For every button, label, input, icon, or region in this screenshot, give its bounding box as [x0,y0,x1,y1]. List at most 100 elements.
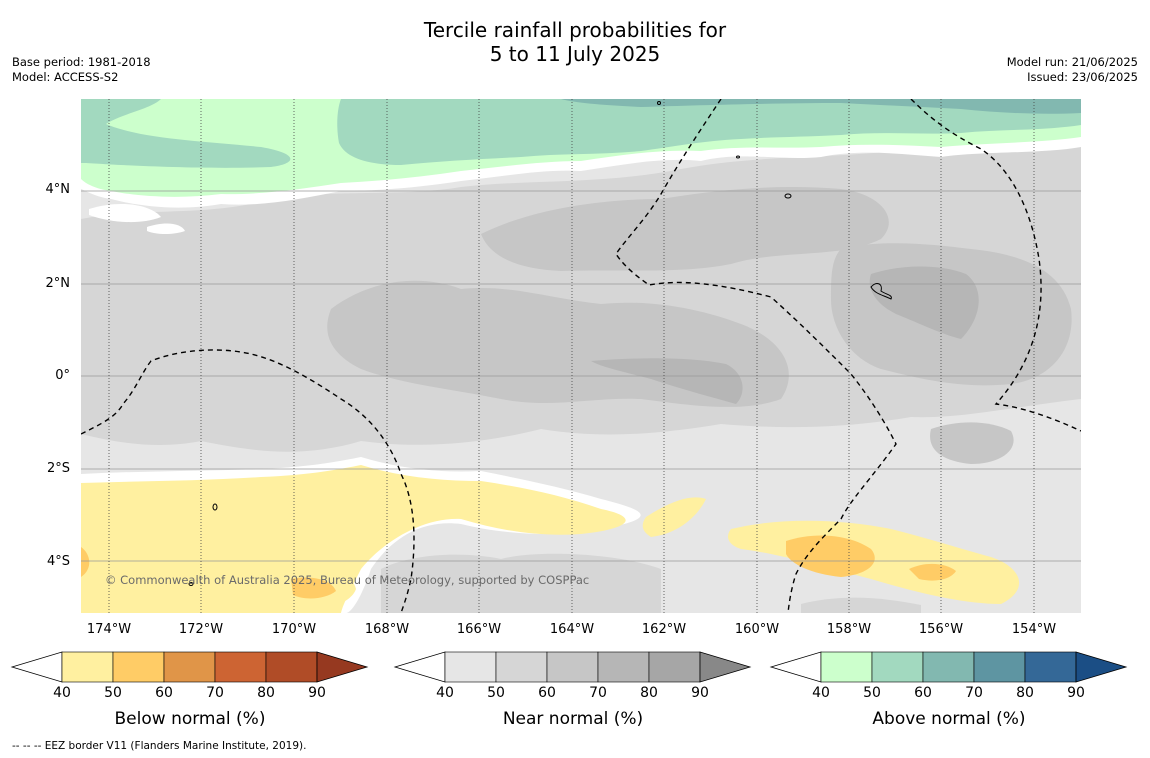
near-normal-60-region-se [930,422,1014,464]
colorbar-2-segment-5 [1024,651,1077,683]
title-line-1: Tercile rainfall probabilities for [423,18,727,42]
colorbar-title-below: Below normal (%) [114,709,266,729]
meta-right: Model run: 21/06/2025 Issued: 23/06/2025 [1007,55,1138,85]
meta-left: Base period: 1981-2018 Model: ACCESS-S2 [12,55,151,85]
copyright-notice: © Commonwealth of Australia 2025, Bureau… [105,573,590,587]
colorbar-2-segment-3 [922,651,975,683]
lon-label-154w: 154°W [1011,622,1057,637]
colorbar-title-near: Near normal (%) [502,709,644,729]
island-small-1 [784,193,792,199]
lon-label-168w: 168°W [364,622,410,637]
cb2-tick-60: 60 [914,685,932,701]
colorbar-0-segment-1 [61,651,114,683]
island-kiritimati [870,283,892,300]
cb0-tick-60: 60 [155,685,173,701]
cb2-tick-80: 80 [1016,685,1034,701]
colorbar-0-segment-4 [214,651,267,683]
colorbar-above-normal [769,651,1128,683]
colorbar-2-segment-2 [871,651,924,683]
issued-date: Issued: 23/06/2025 [1027,70,1138,84]
lat-label-4s: 4°S [46,554,70,569]
lon-label-164w: 164°W [549,622,595,637]
above-normal-60-region [561,99,1081,114]
lon-label-174w: 174°W [86,622,132,637]
chart-title: Tercile rainfall probabilities for 5 to … [0,18,1150,66]
colorbar-1-segment-3 [546,651,599,683]
cb0-tick-80: 80 [257,685,275,701]
lat-label-4n: 4°N [45,182,71,197]
islands [188,101,892,586]
below-normal-50-region-sw [291,577,336,599]
colorbar-0-low-extension [10,651,63,683]
island-small-5 [736,155,740,159]
island-small-3 [188,582,194,586]
colorbar-1-segment-5 [648,651,701,683]
near-normal-60-region-north [481,187,889,271]
latitude-gridlines [81,190,1081,562]
near-normal-50-right [801,597,921,613]
near-normal-50-lower [381,553,661,613]
cb1-tick-80: 80 [640,685,658,701]
cb1-tick-60: 60 [538,685,556,701]
lon-label-156w: 156°W [918,622,964,637]
probability-map [81,99,1081,613]
colorbars [10,651,1128,683]
lon-label-160w: 160°W [734,622,780,637]
colorbar-near-normal [393,651,752,683]
colorbar-below-normal [10,651,369,683]
colorbar-1-low-extension [393,651,446,683]
cb1-tick-70: 70 [589,685,607,701]
lon-label-158w: 158°W [826,622,872,637]
cb2-tick-70: 70 [965,685,983,701]
eez-borders [81,99,1081,613]
cb0-tick-90: 90 [308,685,326,701]
cb1-tick-50: 50 [487,685,505,701]
cb0-tick-50: 50 [104,685,122,701]
lat-label-equator: 0° [55,368,70,383]
colorbar-2-high-extension [1075,651,1128,683]
lat-label-2n: 2°N [45,276,71,291]
below-normal-50-region-edge [81,547,90,577]
cb2-tick-90: 90 [1067,685,1085,701]
colorbar-1-segment-2 [495,651,548,683]
cb2-tick-40: 40 [812,685,830,701]
cb0-tick-70: 70 [206,685,224,701]
near-normal-70-region-center [591,358,743,404]
colorbar-2-segment-1 [820,651,873,683]
near-normal-70-region-east [869,266,979,339]
base-period: Base period: 1981-2018 [12,55,151,69]
lat-label-2s: 2°S [46,461,70,476]
lon-label-166w: 166°W [456,622,502,637]
island-small-4 [657,101,661,105]
cb2-tick-50: 50 [863,685,881,701]
above-normal-50-region-2 [337,99,1081,165]
colorbar-title-above: Above normal (%) [872,709,1026,729]
model-run: Model run: 21/06/2025 [1006,55,1138,69]
lon-label-170w: 170°W [271,622,317,637]
colorbar-1-high-extension [699,651,752,683]
lon-label-162w: 162°W [641,622,687,637]
colorbar-1-segment-4 [597,651,650,683]
colorbar-2-segment-4 [973,651,1026,683]
lon-label-172w: 172°W [178,622,224,637]
above-normal-50-region [81,99,291,168]
cb0-tick-40: 40 [53,685,71,701]
below-normal-40-region [81,465,626,613]
near-normal-40-patch-nw-2 [147,223,185,234]
title-line-2: 5 to 11 July 2025 [489,42,661,66]
below-normal-40-mid [642,497,706,537]
colorbar-2-low-extension [769,651,822,683]
colorbar-0-segment-3 [163,651,216,683]
colorbar-0-high-extension [316,651,369,683]
model-name: Model: ACCESS-S2 [12,70,119,84]
colorbar-0-segment-2 [112,651,165,683]
cb1-tick-90: 90 [691,685,709,701]
eez-footnote: -- -- -- EEZ border V11 (Flanders Marine… [12,740,307,752]
eez-border-east [910,99,1081,432]
island-small-2 [212,503,218,511]
eez-border-center [615,99,897,613]
near-normal-40-patch-nw [89,203,161,223]
colorbar-0-segment-5 [265,651,318,683]
colorbar-1-segment-1 [444,651,497,683]
cb1-tick-40: 40 [436,685,454,701]
